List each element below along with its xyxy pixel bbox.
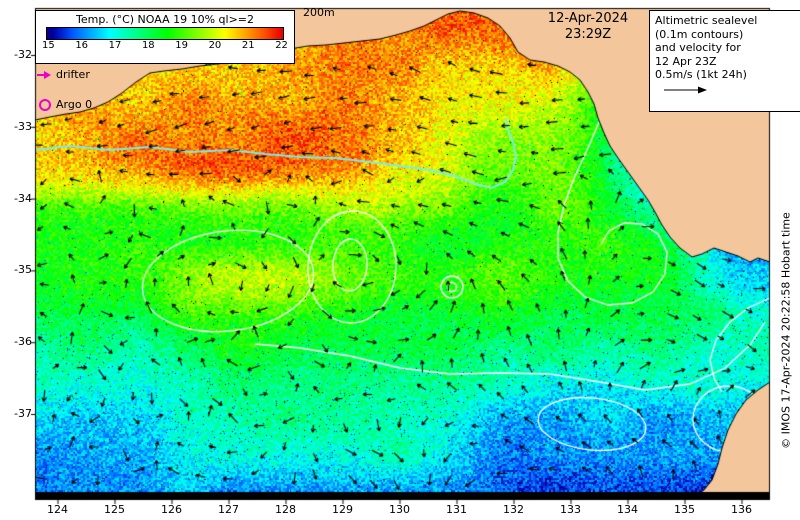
alti-line-3: and velocity for	[655, 41, 741, 54]
colorbar-tick-label: 20	[208, 40, 222, 51]
colorbar-tick-label: 17	[108, 40, 122, 51]
colorbar-tick-label: 22	[275, 40, 288, 51]
time-label: 23:29Z	[564, 27, 612, 42]
drifter-label: drifter	[56, 68, 90, 81]
alti-line-4: 12 Apr 23Z	[655, 54, 717, 68]
drifter-arrow-icon	[37, 70, 51, 79]
colorbar-tick-label: 16	[75, 40, 89, 51]
legend-title: Temp. (°C) NOAA 19 10% ql>=2	[75, 13, 255, 26]
temperature-colorbar	[46, 27, 284, 40]
colorbar-tick-label: 19	[175, 40, 188, 51]
altimetry-info-box: Altimetric sealevel (0.1m contours) and …	[649, 10, 800, 112]
copyright-watermark: © IMOS 17-Apr-2024 20:22:58 Hobart time	[779, 212, 793, 449]
depth-contour-label: 200m	[303, 6, 335, 19]
colorbar-tick-labels: 15 16 17 18 19 20 21 22	[41, 40, 289, 51]
timestamp: 12-Apr-2024 23:29Z	[520, 11, 656, 43]
date-label: 12-Apr-2024	[547, 11, 629, 26]
velocity-scale-arrow-icon	[664, 86, 707, 93]
colorbar-tick-label: 15	[42, 40, 55, 51]
argo-float-icon	[39, 98, 51, 111]
temperature-legend: Temp. (°C) NOAA 19 10% ql>=2 15 16 17 18 19 2…	[35, 10, 295, 64]
alti-line-1: Altimetric sealevel	[655, 14, 758, 27]
alti-line-5: 0.5m/s (1kt 24h)	[655, 68, 747, 81]
colorbar-tick-label: 18	[141, 40, 155, 51]
drifter-legend-item: drifter	[36, 68, 90, 81]
colorbar-tick-label: 21	[241, 40, 255, 51]
argo-legend-item: Argo 0	[39, 98, 92, 111]
argo-label: Argo 0	[56, 98, 93, 111]
alti-line-2: (0.1m contours)	[655, 27, 744, 41]
